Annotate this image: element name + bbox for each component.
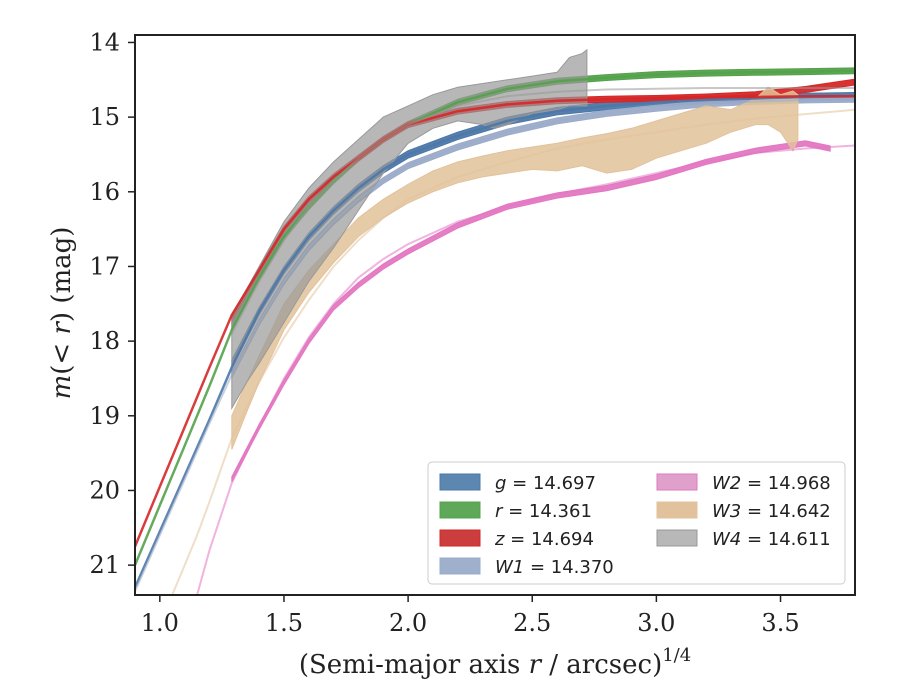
y-tick-label: 17 (89, 252, 120, 280)
legend-swatch-g (439, 473, 481, 491)
legend-label-w2: W2 = 14.968 (712, 473, 831, 494)
legend-label-w3: W3 = 14.642 (712, 501, 831, 522)
legend-box (427, 461, 846, 585)
x-axis: 1.0 1.5 2.0 2.5 3.0 3.5 (141, 595, 800, 637)
legend: g = 14.697 r = 14.361 z = 14.694 W1 = 14.37… (427, 461, 846, 585)
plot-frame (134, 34, 856, 596)
y-tick-label: 21 (89, 551, 120, 579)
band-w4 (231, 48, 588, 411)
y-tick-label: 18 (89, 327, 120, 355)
x-tick-label: 2.5 (513, 609, 551, 637)
x-axis-label: (Semi-major axis r / arcsec)1/4 (299, 645, 691, 680)
y-tick-label: 16 (89, 178, 120, 206)
legend-swatch-r (439, 501, 481, 519)
legend-swatch-w4 (656, 529, 698, 547)
y-axis-label: m(< r) (mag) (47, 227, 77, 400)
x-tick-label: 3.0 (637, 609, 675, 637)
x-tick-label: 2.0 (389, 609, 427, 637)
legend-label-w4: W4 = 14.611 (712, 529, 831, 550)
y-tick-label: 14 (89, 28, 120, 56)
x-tick-label: 1.0 (141, 609, 179, 637)
legend-swatch-z (439, 529, 481, 547)
legend-label-w1: W1 = 14.370 (495, 557, 614, 578)
legend-label-g: g = 14.697 (495, 473, 596, 494)
x-tick-label: 1.5 (265, 609, 303, 637)
legend-swatch-w3 (656, 501, 698, 519)
x-tick-label: 3.5 (761, 609, 799, 637)
legend-label-z: z = 14.694 (494, 529, 594, 550)
y-tick-label: 19 (89, 402, 120, 430)
model-line-g (135, 94, 855, 589)
model-line-w2 (196, 144, 855, 595)
band-w2 (231, 140, 831, 483)
model-line-w4 (230, 87, 855, 335)
legend-swatch-w1 (439, 557, 481, 575)
legend-label-r: r = 14.361 (495, 501, 592, 522)
plot-area (135, 48, 855, 595)
model-line-w3 (171, 108, 855, 595)
y-axis: 14 15 16 17 18 19 20 21 (89, 28, 135, 579)
y-tick-label: 15 (89, 103, 120, 131)
model-line-w1 (135, 98, 855, 592)
y-tick-label: 20 (89, 476, 120, 504)
legend-swatch-w2 (656, 473, 698, 491)
